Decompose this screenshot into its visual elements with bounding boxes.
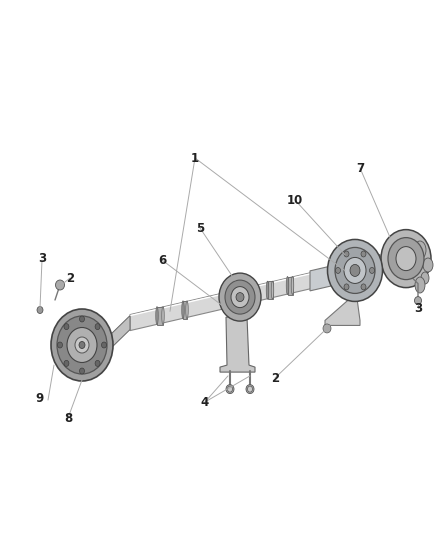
Ellipse shape bbox=[396, 247, 416, 271]
Polygon shape bbox=[325, 298, 360, 326]
Ellipse shape bbox=[95, 360, 100, 366]
Text: 2: 2 bbox=[66, 271, 74, 285]
Ellipse shape bbox=[370, 268, 374, 273]
Ellipse shape bbox=[67, 327, 97, 362]
Text: 4: 4 bbox=[201, 395, 209, 408]
Ellipse shape bbox=[226, 385, 234, 393]
Text: 1: 1 bbox=[191, 151, 199, 165]
Ellipse shape bbox=[414, 241, 426, 259]
Ellipse shape bbox=[80, 368, 85, 374]
Ellipse shape bbox=[291, 277, 294, 295]
Ellipse shape bbox=[236, 293, 244, 302]
Ellipse shape bbox=[231, 287, 249, 308]
Ellipse shape bbox=[266, 281, 269, 299]
Polygon shape bbox=[157, 306, 163, 325]
Text: 7: 7 bbox=[356, 161, 364, 174]
Ellipse shape bbox=[361, 251, 366, 257]
Ellipse shape bbox=[75, 337, 89, 353]
Ellipse shape bbox=[271, 281, 274, 299]
Ellipse shape bbox=[336, 268, 340, 273]
Ellipse shape bbox=[182, 301, 184, 319]
Polygon shape bbox=[130, 254, 390, 330]
Ellipse shape bbox=[414, 296, 421, 304]
Ellipse shape bbox=[37, 306, 43, 313]
Polygon shape bbox=[183, 301, 187, 319]
Ellipse shape bbox=[246, 385, 254, 393]
Ellipse shape bbox=[186, 301, 188, 319]
Ellipse shape bbox=[423, 258, 433, 272]
Ellipse shape bbox=[344, 284, 349, 290]
Ellipse shape bbox=[79, 342, 85, 349]
Ellipse shape bbox=[102, 342, 106, 348]
Ellipse shape bbox=[225, 280, 255, 314]
Ellipse shape bbox=[323, 324, 331, 333]
Ellipse shape bbox=[344, 251, 349, 257]
Ellipse shape bbox=[57, 342, 63, 348]
Polygon shape bbox=[107, 316, 130, 352]
Ellipse shape bbox=[156, 306, 158, 325]
Ellipse shape bbox=[286, 277, 289, 295]
Ellipse shape bbox=[388, 238, 424, 280]
Text: 8: 8 bbox=[64, 411, 72, 424]
Ellipse shape bbox=[381, 230, 431, 288]
Ellipse shape bbox=[64, 360, 69, 366]
Text: 6: 6 bbox=[158, 254, 166, 266]
Polygon shape bbox=[310, 255, 380, 291]
Ellipse shape bbox=[344, 257, 366, 284]
Ellipse shape bbox=[80, 316, 85, 322]
Ellipse shape bbox=[57, 316, 107, 374]
Ellipse shape bbox=[328, 239, 382, 302]
Text: 3: 3 bbox=[38, 252, 46, 264]
Text: 10: 10 bbox=[287, 193, 303, 206]
Ellipse shape bbox=[350, 264, 360, 277]
Ellipse shape bbox=[361, 284, 366, 290]
Text: 9: 9 bbox=[36, 392, 44, 405]
Ellipse shape bbox=[227, 386, 233, 392]
Ellipse shape bbox=[247, 386, 252, 392]
Ellipse shape bbox=[415, 277, 425, 293]
Text: 3: 3 bbox=[414, 302, 422, 314]
Ellipse shape bbox=[51, 309, 113, 381]
Polygon shape bbox=[287, 277, 293, 295]
Polygon shape bbox=[268, 281, 272, 299]
Ellipse shape bbox=[219, 273, 261, 321]
Text: 2: 2 bbox=[271, 372, 279, 384]
Ellipse shape bbox=[335, 247, 375, 294]
Text: 5: 5 bbox=[196, 222, 204, 235]
Polygon shape bbox=[220, 317, 255, 372]
Ellipse shape bbox=[64, 324, 69, 329]
Ellipse shape bbox=[56, 280, 64, 290]
Ellipse shape bbox=[95, 324, 100, 329]
Ellipse shape bbox=[421, 272, 429, 284]
Ellipse shape bbox=[162, 306, 164, 325]
